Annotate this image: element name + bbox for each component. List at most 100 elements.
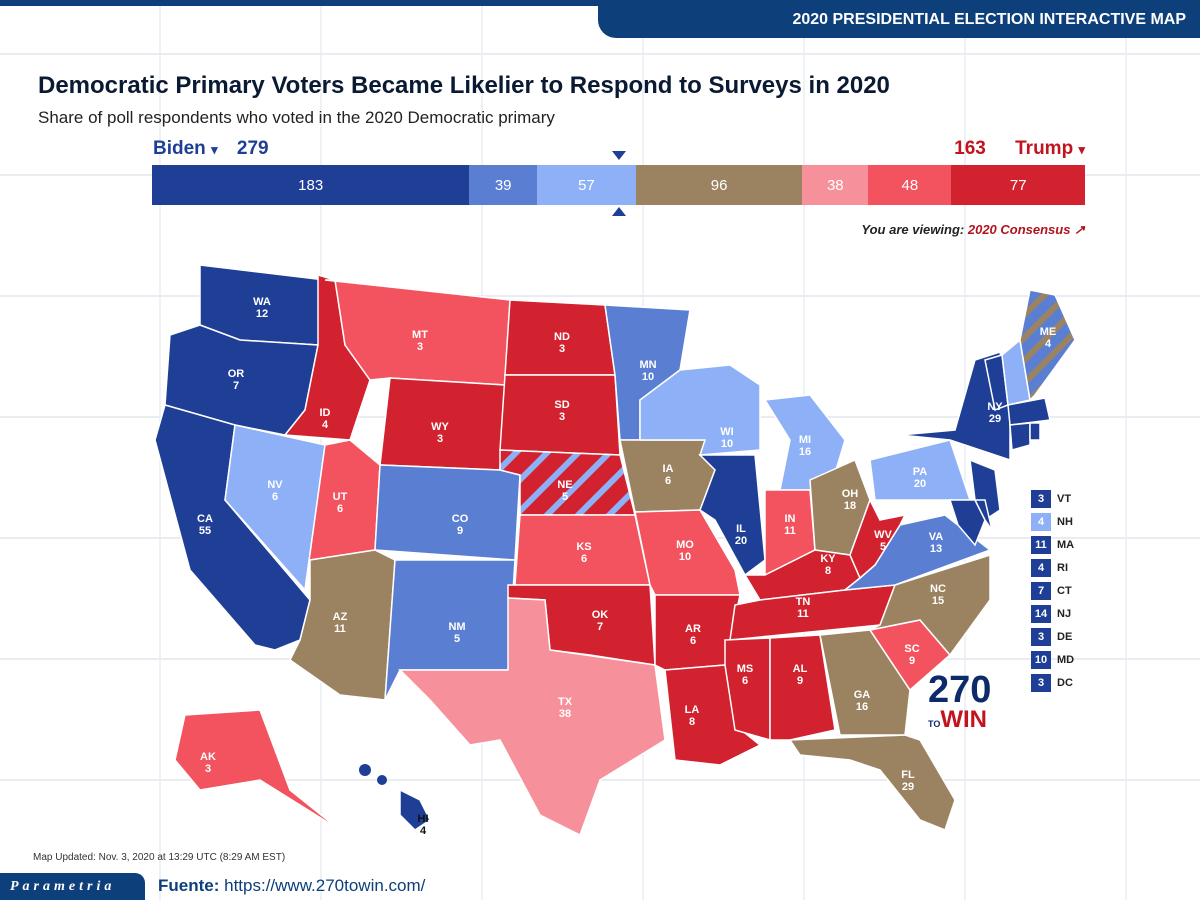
dem-name: Biden bbox=[153, 138, 206, 159]
bar-segment-tossup[interactable]: 96 bbox=[635, 165, 803, 205]
state-label-ev: 9 bbox=[909, 655, 915, 667]
state-label-abbr: IN bbox=[785, 513, 796, 525]
legend-item-md[interactable]: 10 MD bbox=[1031, 648, 1074, 671]
state-label-ev: 5 bbox=[454, 633, 460, 645]
state-label-ev: 10 bbox=[642, 371, 654, 383]
state-label-abbr: MO bbox=[676, 539, 694, 551]
state-ct[interactable] bbox=[1009, 422, 1031, 451]
state-label-ev: 8 bbox=[825, 565, 831, 577]
electoral-vote-bar: 183 39 57 96 38 48 77 bbox=[152, 165, 1085, 205]
state-ms[interactable] bbox=[724, 637, 771, 741]
legend-item-de[interactable]: 3 DE bbox=[1031, 625, 1074, 648]
state-nc[interactable] bbox=[869, 553, 991, 657]
state-label-abbr: NE bbox=[557, 479, 572, 491]
state-label-abbr: CA bbox=[197, 513, 213, 525]
state-fl[interactable] bbox=[788, 734, 956, 831]
rep-candidate[interactable]: 163 Trump ▾ bbox=[954, 138, 1085, 160]
state-label-ev: 6 bbox=[272, 491, 278, 503]
legend-item-nh[interactable]: 4 NH bbox=[1031, 510, 1074, 533]
state-label-abbr: WA bbox=[253, 296, 271, 308]
state-label-ev: 55 bbox=[199, 525, 211, 537]
external-link-icon[interactable]: ↗ bbox=[1074, 222, 1085, 237]
state-label-ev: 7 bbox=[597, 621, 603, 633]
state-ak[interactable] bbox=[174, 709, 341, 831]
state-label-abbr: SD bbox=[554, 399, 569, 411]
consensus-link[interactable]: 2020 Consensus bbox=[967, 222, 1071, 237]
state-label-ev: 5 bbox=[562, 491, 568, 503]
state-wv[interactable] bbox=[849, 498, 907, 580]
state-label-abbr: AK bbox=[200, 751, 216, 763]
parametria-brand: Parametria bbox=[0, 873, 145, 900]
state-label-ev: 20 bbox=[735, 535, 747, 547]
state-label-abbr: PA bbox=[913, 466, 928, 478]
bar-segment-safe-d[interactable]: 183 bbox=[152, 165, 470, 205]
state-label-ev: 7 bbox=[233, 380, 239, 392]
state-label-abbr: MI bbox=[799, 434, 811, 446]
state-ma[interactable] bbox=[1007, 397, 1051, 426]
state-label-ev: 6 bbox=[665, 475, 671, 487]
state-label-abbr: GA bbox=[854, 689, 871, 701]
legend-abbr: CT bbox=[1057, 584, 1072, 597]
legend-item-ri[interactable]: 4 RI bbox=[1031, 556, 1074, 579]
state-label-abbr: ME bbox=[1040, 326, 1057, 338]
page-subtitle: Share of poll respondents who voted in t… bbox=[38, 108, 555, 127]
state-co[interactable] bbox=[374, 464, 521, 561]
viewing-label: You are viewing: 2020 Consensus ↗ bbox=[861, 222, 1085, 237]
page-title: Democratic Primary Voters Became Likelie… bbox=[38, 72, 890, 99]
rep-total: 163 bbox=[954, 138, 986, 159]
state-al[interactable] bbox=[769, 634, 836, 741]
state-label-abbr: IA bbox=[663, 463, 674, 475]
state-label-abbr: LA bbox=[685, 704, 700, 716]
state-label-ev: 6 bbox=[690, 635, 696, 647]
legend-item-ma[interactable]: 11 MA bbox=[1031, 533, 1074, 556]
legend-abbr: VT bbox=[1057, 492, 1072, 505]
state-label-abbr: TX bbox=[558, 696, 573, 708]
bar-segment-likely-r[interactable]: 48 bbox=[868, 165, 952, 205]
state-hi[interactable] bbox=[399, 788, 431, 831]
state-label-abbr: OR bbox=[228, 368, 245, 380]
270towin-logo: 270 TOWIN bbox=[928, 669, 992, 733]
state-de[interactable] bbox=[973, 499, 993, 531]
state-label-abbr: MS bbox=[737, 663, 754, 675]
state-label-abbr: AZ bbox=[333, 611, 348, 623]
state-label-abbr: AR bbox=[685, 623, 701, 635]
state-label-abbr: OH bbox=[842, 488, 859, 500]
small-states-legend: 3 VT 4 NH 11 MA 4 RI 7 CT 14 NJ 3 DE 10 MD 3 DC bbox=[1031, 487, 1074, 694]
state-hi-island[interactable] bbox=[377, 775, 387, 785]
legend-item-vt[interactable]: 3 VT bbox=[1031, 487, 1074, 510]
bar-segment-lean-d[interactable]: 57 bbox=[537, 165, 636, 205]
caret-down-icon: ▾ bbox=[211, 142, 218, 157]
state-label-ev: 18 bbox=[844, 500, 856, 512]
state-label-abbr: MN bbox=[639, 359, 656, 371]
state-md[interactable] bbox=[948, 499, 986, 547]
midpoint-marker-bottom bbox=[612, 207, 626, 216]
state-me[interactable] bbox=[1019, 289, 1076, 402]
state-label-ev: 9 bbox=[457, 525, 463, 537]
state-label-ev: 13 bbox=[930, 543, 942, 555]
top-rule bbox=[0, 0, 600, 6]
state-tx[interactable] bbox=[398, 597, 666, 837]
state-label-ev: 6 bbox=[581, 553, 587, 565]
source-link[interactable]: https://www.270towin.com/ bbox=[224, 876, 426, 895]
state-label-ev: 16 bbox=[799, 446, 811, 458]
state-ri[interactable] bbox=[1029, 422, 1041, 441]
state-label-abbr: NY bbox=[987, 401, 1003, 413]
legend-item-ct[interactable]: 7 CT bbox=[1031, 579, 1074, 602]
state-label-ev: 8 bbox=[689, 716, 695, 728]
state-label-ev: 15 bbox=[932, 595, 944, 607]
state-label-ev: 20 bbox=[914, 478, 926, 490]
state-az[interactable] bbox=[289, 549, 396, 701]
dem-candidate[interactable]: Biden ▾ 279 bbox=[153, 138, 269, 160]
bar-segment-likely-d[interactable]: 39 bbox=[469, 165, 537, 205]
state-label-ev: 10 bbox=[679, 551, 691, 563]
legend-item-dc[interactable]: 3 DC bbox=[1031, 671, 1074, 694]
state-label-ev: 4 bbox=[322, 419, 329, 431]
state-label-ev: 29 bbox=[902, 781, 914, 793]
state-label-ev: 10 bbox=[721, 438, 733, 450]
bar-segment-safe-r[interactable]: 77 bbox=[951, 165, 1085, 205]
state-il[interactable] bbox=[698, 454, 766, 577]
bar-segment-lean-r[interactable]: 38 bbox=[802, 165, 869, 205]
legend-item-nj[interactable]: 14 NJ bbox=[1031, 602, 1074, 625]
state-hi-island[interactable] bbox=[359, 764, 371, 776]
banner: 2020 PRESIDENTIAL ELECTION INTERACTIVE M… bbox=[598, 0, 1200, 38]
